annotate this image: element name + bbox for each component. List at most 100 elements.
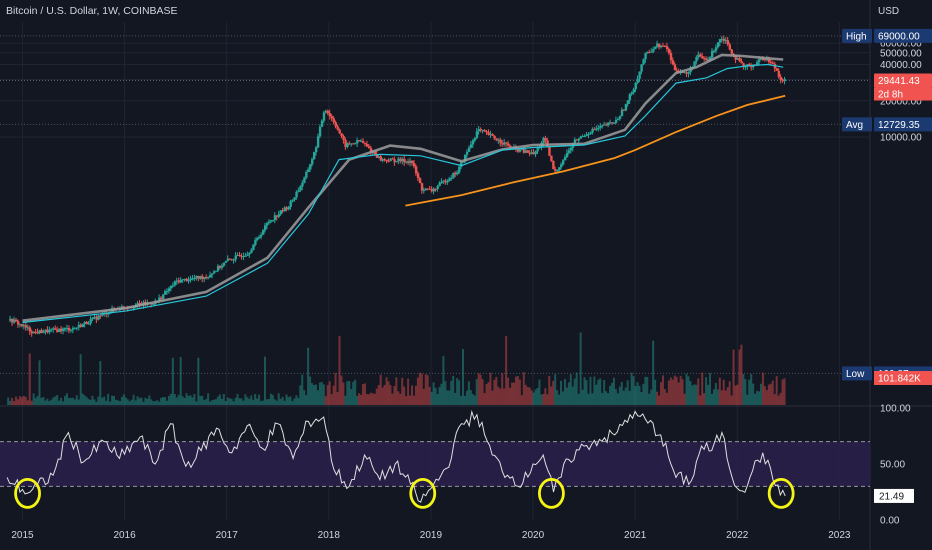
candle-body: [281, 210, 285, 212]
volume-bar: [103, 396, 106, 405]
candle-body: [758, 59, 761, 63]
candle-body: [91, 317, 94, 320]
candle-body: [558, 167, 561, 171]
candle-body: [107, 313, 110, 315]
volume-bar: [99, 361, 102, 405]
rsi-tick-label: 50.00: [880, 460, 905, 471]
candle-body: [138, 303, 141, 305]
candle-body: [22, 325, 26, 327]
volume-bar: [528, 387, 531, 405]
volume-bar: [77, 399, 80, 405]
volume-bar: [118, 401, 121, 405]
volume-bar: [573, 378, 576, 405]
volume-bar: [30, 400, 33, 405]
volume-bar: [414, 385, 417, 405]
candle-body: [461, 161, 465, 163]
volume-bar: [734, 385, 737, 405]
volume-bar: [158, 401, 161, 405]
candle-body: [697, 54, 700, 58]
candle-body: [726, 40, 730, 45]
volume-bar: [46, 398, 49, 405]
volume-bar: [428, 386, 431, 405]
volume-bar: [446, 390, 449, 405]
volume-bar: [728, 381, 731, 405]
volume-bar: [601, 392, 604, 405]
volume-bar: [154, 401, 157, 405]
candle-body: [644, 53, 647, 60]
candle-body: [334, 122, 337, 127]
candle-body: [616, 118, 620, 120]
candle-body: [393, 159, 396, 163]
low-tag-label: Low: [846, 369, 865, 380]
volume-bar: [509, 387, 512, 405]
volume-bar: [275, 400, 278, 405]
volume-bar: [242, 400, 245, 405]
volume-bar: [432, 382, 435, 405]
candle-body: [332, 118, 336, 123]
candle-body: [171, 285, 175, 287]
volume-bar: [83, 395, 86, 405]
volume-bar: [679, 375, 682, 405]
volume-bar: [252, 399, 255, 405]
candle-body: [254, 240, 257, 245]
candle-body: [620, 109, 624, 117]
volume-bar: [534, 389, 537, 405]
candle-body: [303, 177, 306, 183]
volume-bar: [232, 401, 235, 405]
volume-bar: [628, 390, 631, 405]
volume-bar: [744, 379, 747, 405]
candle-body: [730, 49, 733, 54]
candle-body: [201, 276, 204, 279]
candle-body: [30, 331, 34, 334]
avg-tag-label: Avg: [846, 120, 863, 131]
candle-body: [401, 158, 404, 162]
volume-bar: [7, 397, 10, 405]
candle-body: [740, 61, 743, 64]
volume-bar: [109, 401, 112, 405]
volume-bar: [675, 376, 678, 405]
candle-body: [665, 46, 669, 50]
candle-body: [442, 180, 445, 182]
candle-body: [493, 135, 496, 139]
candle-body: [652, 49, 655, 52]
volume-bar: [673, 375, 676, 405]
candle-body: [365, 144, 369, 147]
candle-body: [440, 181, 443, 183]
candle-body: [363, 143, 367, 145]
candle-body: [252, 244, 255, 250]
candle-body: [669, 53, 673, 61]
volume-bar: [279, 398, 282, 405]
volume-bar: [724, 390, 727, 405]
candle-body: [28, 327, 32, 332]
volume-bar: [701, 372, 704, 405]
candle-body: [481, 130, 485, 132]
volume-bar: [360, 394, 363, 405]
candle-body: [583, 136, 586, 138]
candle-body: [391, 158, 394, 160]
candle-body: [89, 319, 92, 324]
volume-bar: [654, 379, 657, 405]
volume-bar: [554, 374, 557, 405]
candle-body: [73, 328, 77, 330]
volume-bar: [689, 381, 692, 405]
candle-body: [316, 136, 320, 148]
volume-bar: [236, 393, 239, 405]
candle-body: [683, 72, 686, 74]
candle-body: [728, 44, 732, 50]
volume-bar: [354, 379, 357, 405]
volume-bar: [736, 384, 739, 405]
candle-body: [85, 321, 88, 324]
candle-body: [13, 319, 16, 323]
volume-bar: [326, 385, 329, 405]
volume-bar: [373, 393, 376, 405]
volume-bar: [375, 388, 378, 405]
candle-body: [99, 315, 102, 317]
volume-bar: [587, 393, 590, 405]
volume-bar: [546, 394, 549, 405]
candle-body: [54, 328, 57, 330]
volume-bar: [493, 379, 496, 405]
volume-bar: [271, 394, 274, 405]
volume-bar: [36, 395, 39, 405]
high-tag: High 69000.00: [842, 28, 932, 43]
